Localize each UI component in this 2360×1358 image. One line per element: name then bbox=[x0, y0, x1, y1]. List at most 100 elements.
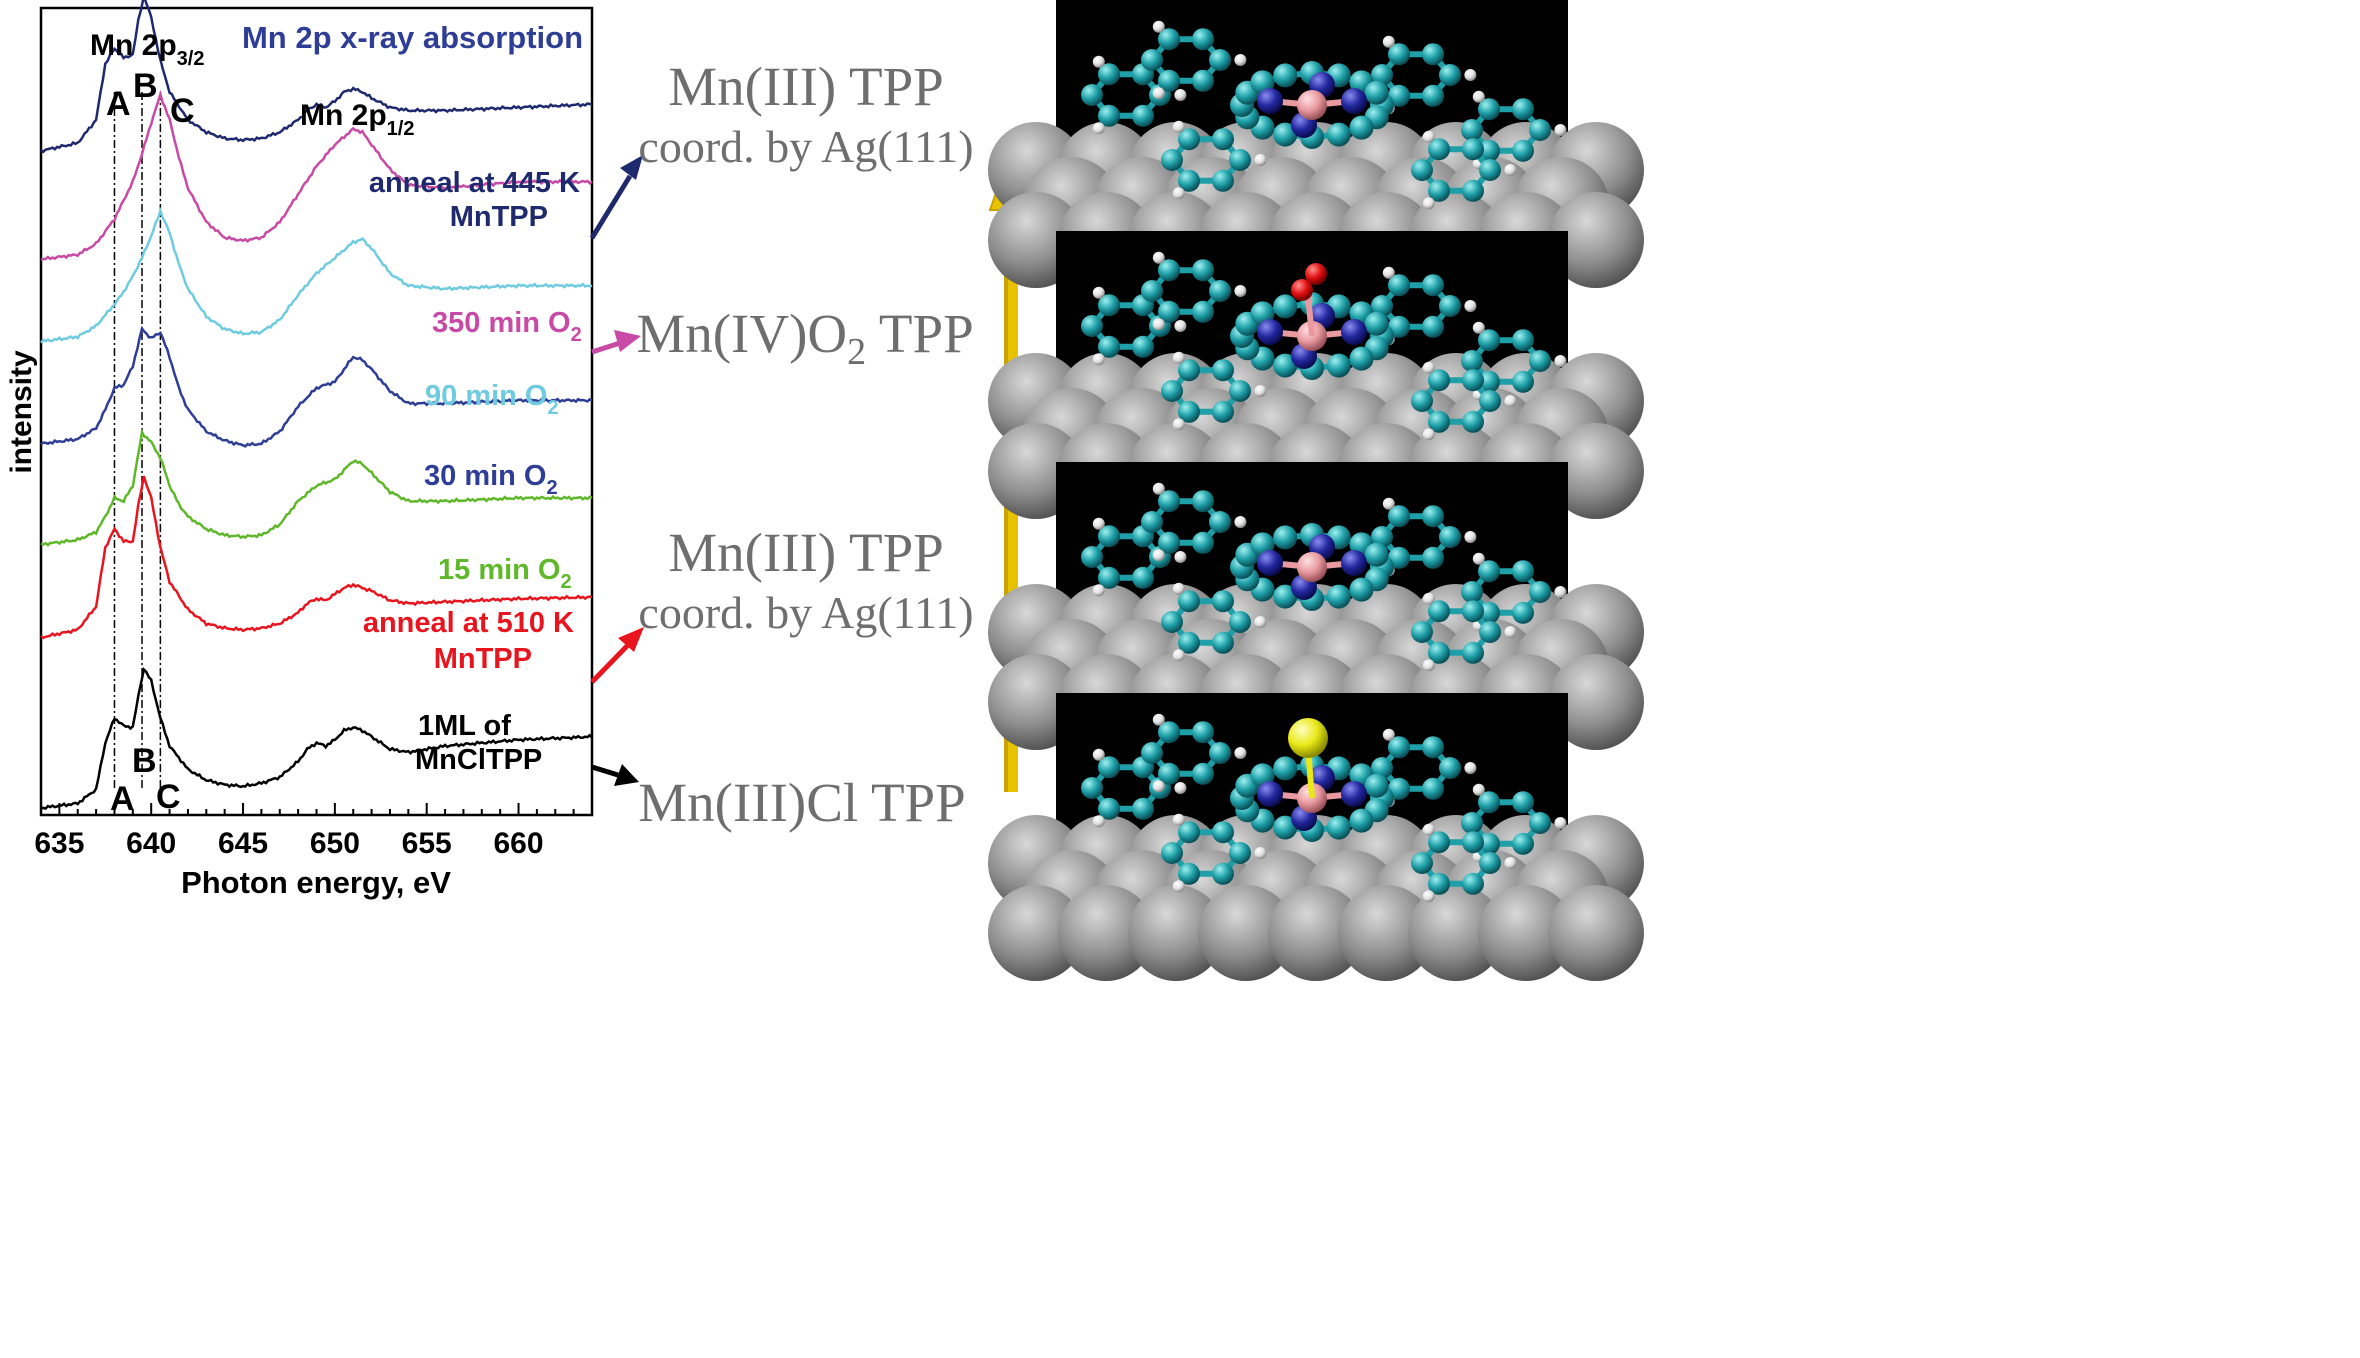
carbon-atom bbox=[1098, 797, 1120, 820]
carbon-atom bbox=[1478, 370, 1500, 393]
hydrogen-atom bbox=[1554, 124, 1567, 136]
manganese-atom bbox=[1297, 90, 1327, 120]
series-label-510k: anneal at 510 K MnTPP bbox=[363, 607, 574, 675]
carbon-atom bbox=[1428, 600, 1450, 623]
hydrogen-atom bbox=[1504, 626, 1517, 638]
carbon-atom bbox=[1229, 611, 1251, 633]
x-tick-label: 640 bbox=[126, 827, 176, 860]
carbon-atom bbox=[1364, 311, 1389, 336]
hydrogen-atom bbox=[1382, 266, 1395, 279]
hydrogen-atom bbox=[1172, 813, 1185, 826]
hydrogen-atom bbox=[1092, 122, 1105, 135]
peak-label-top-c: C bbox=[170, 92, 195, 130]
series-label-350min: 350 min O2 bbox=[432, 307, 582, 346]
carbon-atom bbox=[1132, 104, 1154, 127]
series-label-30min: 30 min O2 bbox=[424, 460, 558, 499]
hydrogen-atom bbox=[1554, 355, 1567, 367]
series-label-445k: anneal at 445 K MnTPP bbox=[369, 167, 580, 233]
carbon-atom bbox=[1462, 179, 1484, 202]
hydrogen-atom bbox=[1422, 428, 1435, 441]
carbon-atom bbox=[1512, 601, 1534, 624]
carbon-atom bbox=[1388, 43, 1410, 66]
spectra bbox=[40, 0, 593, 811]
carbon-atom bbox=[1439, 64, 1461, 86]
carbon-atom bbox=[1273, 525, 1298, 550]
surface-atom bbox=[1338, 885, 1434, 981]
carbon-atom bbox=[1273, 353, 1298, 378]
surface-atom bbox=[1268, 885, 1364, 981]
edge-label-2p12: Mn 2p1/2 bbox=[300, 99, 414, 140]
carbon-atom bbox=[1192, 531, 1214, 554]
carbon-atom bbox=[1478, 329, 1500, 352]
surface-atom bbox=[1058, 885, 1154, 981]
carbon-atom bbox=[1388, 274, 1410, 297]
carbon-atom bbox=[1461, 581, 1483, 603]
molecule-panel-3 bbox=[988, 462, 1644, 750]
hydrogen-atom bbox=[1092, 353, 1105, 366]
carbon-atom bbox=[1209, 511, 1231, 533]
carbon-atom bbox=[1161, 842, 1183, 864]
hydrogen-atom bbox=[1504, 857, 1517, 869]
surface-atom bbox=[1198, 885, 1294, 981]
y-axis-label: intensity bbox=[5, 350, 38, 474]
carbon-atom bbox=[1209, 49, 1231, 71]
carbon-atom bbox=[1422, 546, 1444, 569]
hydrogen-atom bbox=[1464, 300, 1477, 312]
hydrogen-atom bbox=[1234, 516, 1247, 528]
hydrogen-atom bbox=[1152, 87, 1165, 100]
carbon-atom bbox=[1273, 63, 1298, 88]
hydrogen-atom bbox=[1422, 592, 1435, 605]
carbon-atom bbox=[1479, 852, 1501, 874]
carbon-atom bbox=[1422, 505, 1444, 528]
hydrogen-atom bbox=[1382, 497, 1395, 510]
hydrogen-atom bbox=[1464, 69, 1477, 81]
carbon-atom bbox=[1349, 808, 1374, 833]
chlorine-atom bbox=[1288, 718, 1328, 758]
carbon-atom bbox=[1178, 821, 1200, 844]
nitrogen-atom bbox=[1257, 88, 1283, 114]
carbon-atom bbox=[1422, 777, 1444, 800]
carbon-atom bbox=[1388, 777, 1410, 800]
arrow-350min bbox=[591, 330, 641, 355]
nitrogen-atom bbox=[1257, 781, 1283, 807]
nitrogen-atom bbox=[1341, 781, 1367, 807]
surface-atom bbox=[1548, 654, 1644, 750]
hydrogen-atom bbox=[1254, 616, 1267, 628]
hydrogen-atom bbox=[1254, 385, 1267, 397]
molecule-panels bbox=[988, 0, 1644, 981]
molecule-panel-1 bbox=[988, 0, 1644, 288]
surface-atom bbox=[1128, 885, 1224, 981]
carbon-atom bbox=[1212, 631, 1234, 654]
x-ticks: 635 640 645 650 655 660 bbox=[34, 803, 575, 860]
carbon-atom bbox=[1098, 756, 1120, 779]
carbon-atom bbox=[1158, 28, 1180, 51]
carbon-atom bbox=[1462, 872, 1484, 895]
carbon-atom bbox=[1209, 742, 1231, 764]
nitrogen-atom bbox=[1257, 550, 1283, 576]
state-label-4: Mn(III)Cl TPP bbox=[638, 772, 965, 833]
carbon-atom bbox=[1512, 560, 1534, 583]
carbon-atom bbox=[1512, 370, 1534, 393]
carbon-atom bbox=[1529, 812, 1551, 834]
carbon-atom bbox=[1212, 821, 1234, 844]
carbon-atom bbox=[1192, 259, 1214, 282]
nitrogen-atom bbox=[1341, 550, 1367, 576]
hydrogen-atom bbox=[1174, 320, 1187, 332]
edge-label-2p32: Mn 2p3/2 bbox=[90, 29, 204, 70]
series-line-0 bbox=[40, 667, 593, 811]
hydrogen-atom bbox=[1464, 762, 1477, 774]
carbon-atom bbox=[1178, 359, 1200, 382]
carbon-atom bbox=[1529, 119, 1551, 141]
carbon-atom bbox=[1428, 138, 1450, 161]
carbon-atom bbox=[1098, 63, 1120, 86]
carbon-atom bbox=[1462, 369, 1484, 392]
carbon-atom bbox=[1132, 335, 1154, 358]
carbon-atom bbox=[1192, 490, 1214, 513]
series-label-mnclTPP: 1ML of MnClTPP bbox=[415, 710, 542, 776]
manganese-atom bbox=[1297, 552, 1327, 582]
carbon-atom bbox=[1192, 721, 1214, 744]
carbon-atom bbox=[1178, 590, 1200, 613]
carbon-atom bbox=[1212, 169, 1234, 192]
carbon-atom bbox=[1462, 138, 1484, 161]
series-line-3 bbox=[40, 325, 593, 448]
